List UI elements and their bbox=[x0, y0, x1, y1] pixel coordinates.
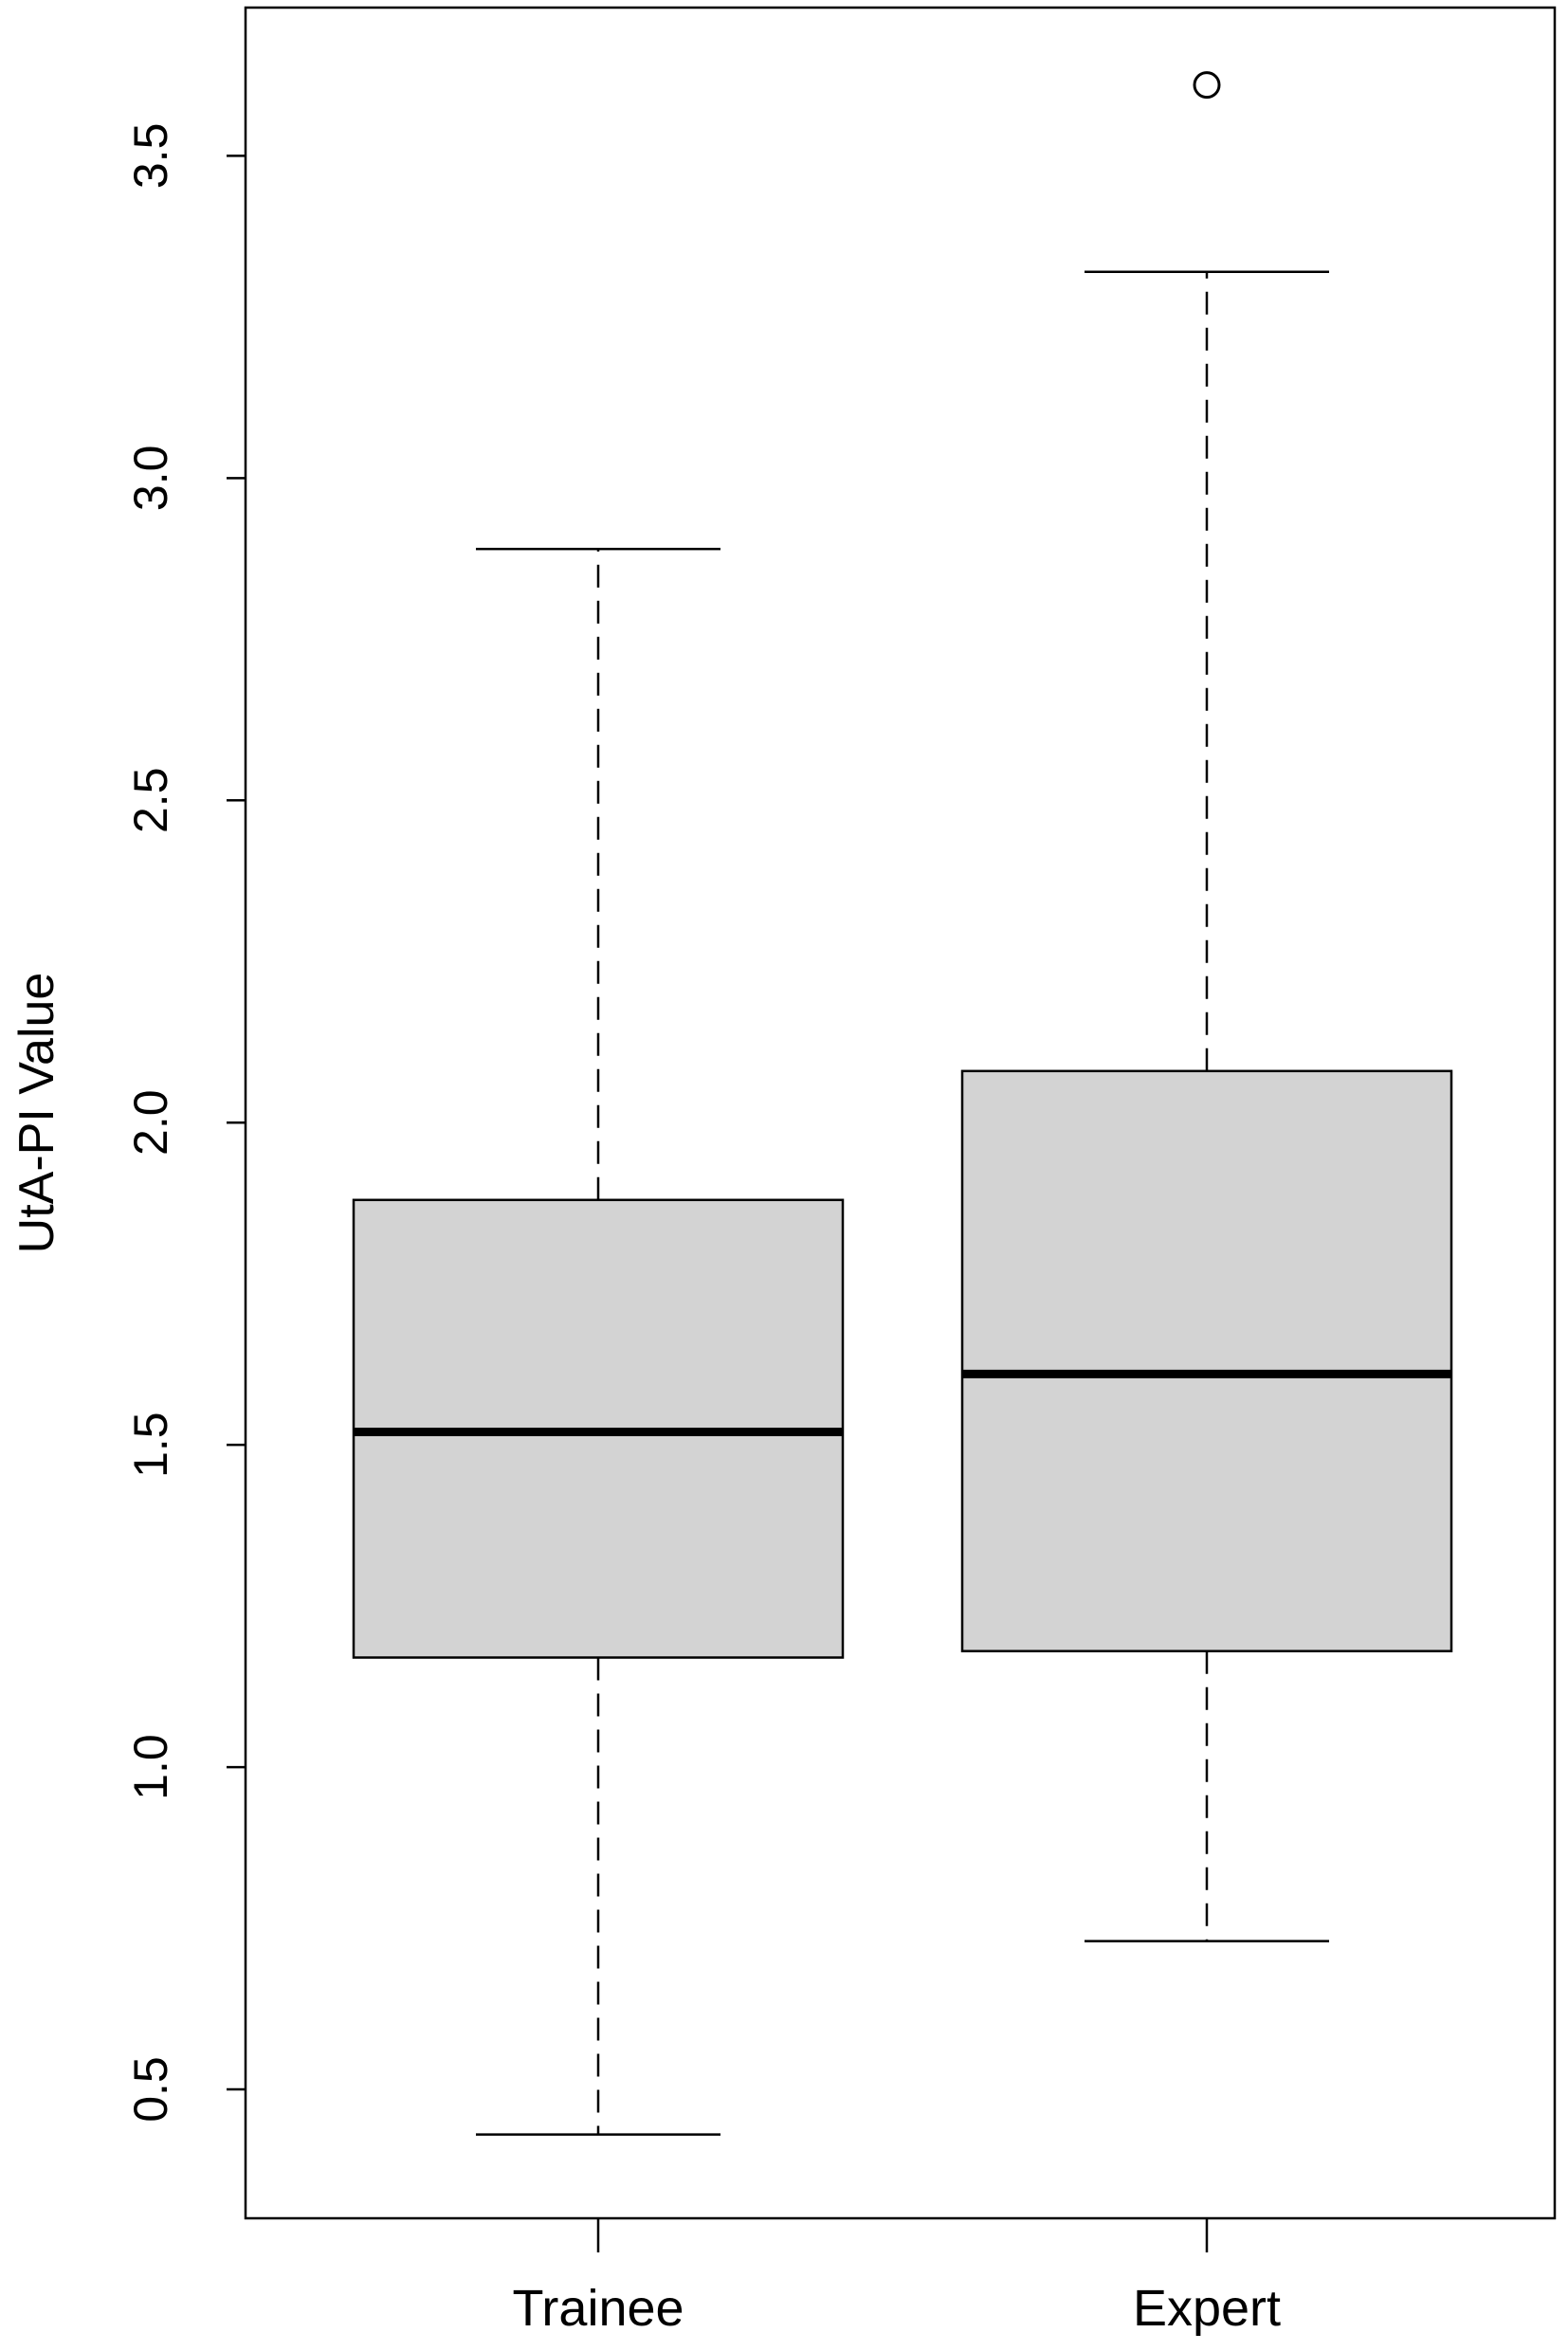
y-tick-label: 1.0 bbox=[124, 1734, 177, 1800]
y-tick-label: 3.5 bbox=[124, 123, 177, 190]
y-tick-label: 1.5 bbox=[124, 1412, 177, 1478]
expert-box bbox=[960, 1069, 1453, 1652]
expert-outlier bbox=[1193, 71, 1221, 100]
y-tick-label: 2.5 bbox=[124, 767, 177, 833]
y-tick-label: 0.5 bbox=[124, 2056, 177, 2123]
plot-frame bbox=[244, 6, 1557, 2220]
x-tick-label: Expert bbox=[1133, 2280, 1281, 2337]
x-tick-label: Trainee bbox=[512, 2280, 684, 2337]
y-tick-label: 3.0 bbox=[124, 446, 177, 512]
y-axis-label: UtA-PI Value bbox=[9, 973, 64, 1254]
y-tick-label: 2.0 bbox=[124, 1089, 177, 1156]
